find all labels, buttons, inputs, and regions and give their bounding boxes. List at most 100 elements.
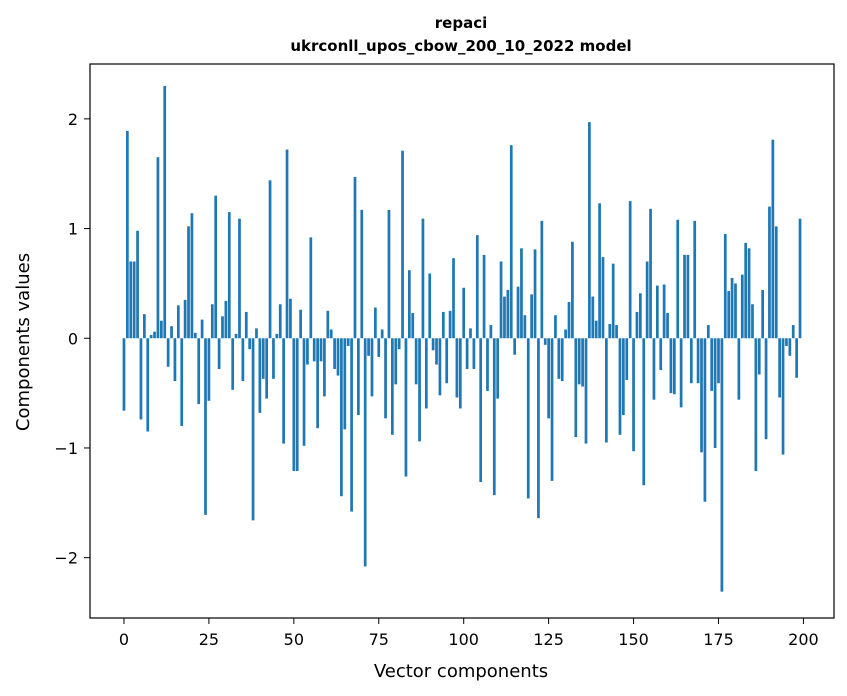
y-axis-ticks: −2 −1 0 1 2 xyxy=(54,110,90,568)
bar xyxy=(159,320,163,339)
bar xyxy=(744,242,748,339)
bar xyxy=(200,319,204,339)
bar xyxy=(615,325,618,339)
bar xyxy=(136,230,139,339)
bar xyxy=(693,220,697,339)
bar xyxy=(122,338,126,411)
bar xyxy=(210,304,214,339)
bar xyxy=(404,338,408,477)
bar xyxy=(244,311,248,339)
x-tick-label: 200 xyxy=(788,630,819,649)
bar xyxy=(176,305,180,339)
bar xyxy=(183,299,187,339)
bar xyxy=(173,338,177,382)
bar xyxy=(486,338,489,391)
bar xyxy=(394,338,398,385)
bar xyxy=(605,338,608,443)
bar xyxy=(567,302,571,339)
bar xyxy=(170,326,173,339)
bar xyxy=(506,289,510,339)
bar xyxy=(272,338,275,379)
bar xyxy=(197,338,201,405)
bar xyxy=(659,338,663,371)
bar xyxy=(723,234,727,339)
bar xyxy=(710,338,714,391)
bar xyxy=(764,338,768,440)
bar xyxy=(227,212,231,339)
bar xyxy=(655,285,659,339)
bar xyxy=(380,329,384,339)
bar xyxy=(472,338,476,369)
bar xyxy=(475,235,479,339)
bar xyxy=(418,338,421,442)
bar xyxy=(438,338,442,396)
bar xyxy=(217,338,221,369)
bar xyxy=(448,310,452,339)
bar xyxy=(584,338,588,444)
y-tick-label: 0 xyxy=(68,329,78,348)
bar xyxy=(407,270,411,339)
bar xyxy=(632,338,635,452)
bar xyxy=(530,294,533,339)
bar xyxy=(706,325,710,339)
bar xyxy=(669,338,673,394)
bar xyxy=(482,254,486,339)
bar xyxy=(377,338,381,357)
x-tick-label: 150 xyxy=(618,630,649,649)
bar xyxy=(163,85,167,339)
bar xyxy=(190,213,194,339)
bar xyxy=(757,338,761,375)
bar xyxy=(791,325,795,339)
x-tick-label: 50 xyxy=(284,630,304,649)
bar xyxy=(564,329,567,339)
bar xyxy=(734,283,737,339)
bar xyxy=(306,338,309,365)
bar xyxy=(401,150,404,339)
bar xyxy=(662,284,666,339)
bar xyxy=(214,195,218,339)
bar xyxy=(781,338,785,455)
bar xyxy=(489,325,493,339)
x-axis-label: Vector components xyxy=(374,661,548,682)
bar xyxy=(265,338,269,399)
bar xyxy=(696,338,700,384)
bar xyxy=(180,338,184,427)
bar xyxy=(499,261,503,339)
bar xyxy=(445,338,449,384)
y-tick-label: 1 xyxy=(68,220,78,239)
bar xyxy=(598,203,601,339)
bar xyxy=(608,324,612,339)
bar xyxy=(166,338,170,367)
bar xyxy=(747,248,751,339)
bar xyxy=(289,298,292,339)
bar xyxy=(577,338,581,385)
bar xyxy=(231,338,235,390)
bar xyxy=(774,226,778,339)
bar xyxy=(391,338,394,435)
bar xyxy=(258,338,262,413)
bar xyxy=(625,338,629,380)
bar xyxy=(574,338,578,437)
bar xyxy=(268,180,272,339)
bar xyxy=(363,338,367,567)
bar xyxy=(503,296,506,339)
bar xyxy=(350,338,353,512)
bar xyxy=(639,293,642,339)
bar xyxy=(751,304,754,339)
bar xyxy=(435,338,438,365)
bar xyxy=(255,328,258,339)
bar xyxy=(193,332,197,339)
y-tick-label: −2 xyxy=(54,549,78,568)
bar xyxy=(397,338,401,350)
bar xyxy=(795,338,798,378)
bar xyxy=(299,309,302,339)
bar xyxy=(387,209,391,339)
bar xyxy=(717,338,720,384)
bar xyxy=(462,287,466,339)
bar xyxy=(428,273,432,339)
bar xyxy=(357,338,360,416)
bar xyxy=(340,338,343,497)
bar xyxy=(469,328,472,339)
bar xyxy=(543,338,547,345)
